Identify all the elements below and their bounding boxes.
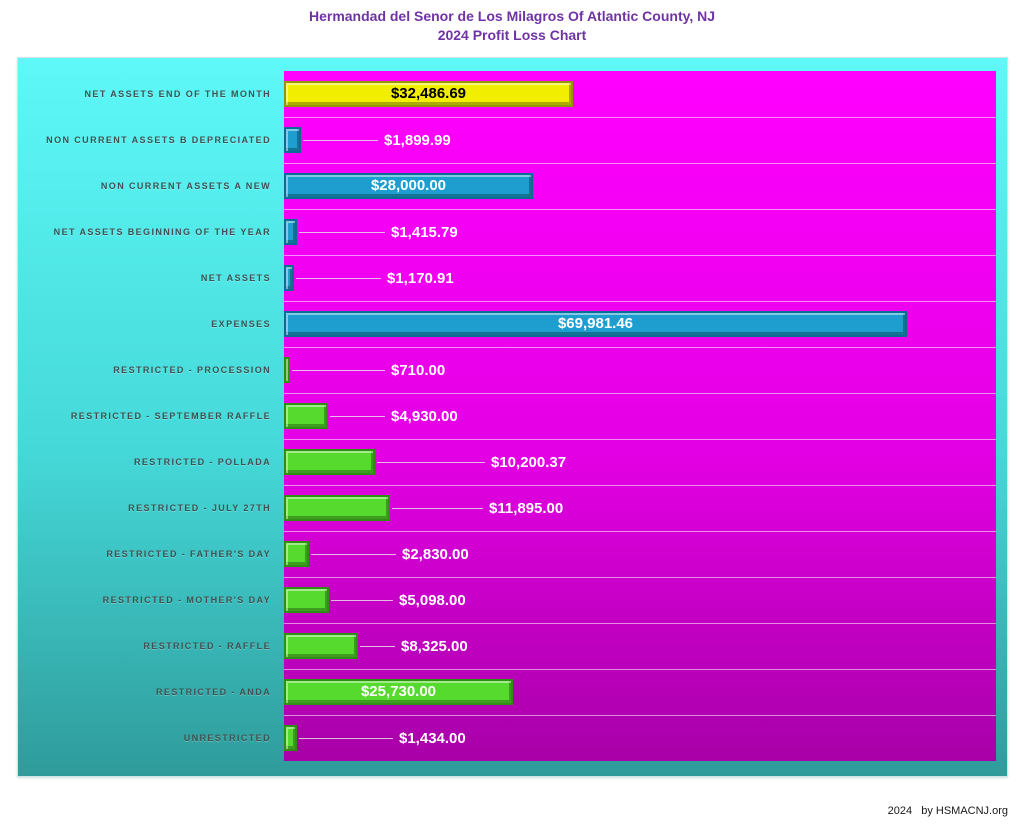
value-label: $1,170.91 [387,269,454,287]
callout-leader-line [331,600,393,601]
category-label: RESTRICTED - SEPTEMBER RAFFLE [70,411,271,421]
callout-leader-line [377,462,485,463]
category-label: NON CURRENT ASSETS A NEW [100,181,271,191]
value-label: $4,930.00 [391,407,458,425]
value-label: $10,200.37 [491,453,567,471]
callout-leader-line [299,232,385,233]
chart-area: NET ASSETS END OF THE MONTH NON CURRENT A… [17,57,1008,777]
category-label: RESTRICTED - FATHER'S DAY [106,549,271,559]
page-title: Hermandad del Senor de Los Milagros Of A… [0,7,1024,45]
category-label: RESTRICTED - ANDA [156,687,271,697]
bar-yellow [284,81,573,107]
callout-leader-line [299,738,393,739]
bar-green [284,725,297,751]
value-label: $5,098.00 [399,591,466,609]
plot-area: $32,486.69 $1,899.99 $28,000.00 $1,415.79 $1… [284,71,996,761]
value-label: $2,830.00 [402,545,469,563]
bar-green [284,679,513,705]
value-label: $69,981.46 [557,315,634,332]
category-label: NON CURRENT ASSETS B DEPRECIATED [46,135,271,145]
category-label: RESTRICTED - POLLADA [134,457,271,467]
callout-leader-line [296,278,381,279]
row-separator-line [284,301,996,302]
row-separator-line [284,623,996,624]
bar-blue [284,173,533,199]
value-label: $25,730.00 [360,683,437,700]
callout-leader-line [303,140,378,141]
bar-green [284,495,390,521]
row-separator-line [284,209,996,210]
category-label: NET ASSETS BEGINNING OF THE YEAR [53,227,271,237]
category-label: RESTRICTED - JULY 27TH [128,503,271,513]
row-separator-line [284,715,996,716]
bar-green [284,541,309,567]
callout-leader-line [311,554,396,555]
chart-title-line1: Hermandad del Senor de Los Milagros Of A… [308,8,716,24]
footer-credit: 2024 by HSMACNJ.org [882,805,1008,817]
value-label: $32,486.69 [390,85,467,102]
bar-blue [284,127,301,153]
category-label: RESTRICTED - MOTHER'S DAY [102,595,271,605]
value-label: $710.00 [391,361,446,379]
value-label: $11,895.00 [489,499,564,517]
bar-green [284,403,328,429]
category-label: UNRESTRICTED [183,733,271,743]
callout-leader-line [292,370,385,371]
bar-blue [284,311,907,337]
footer-source: by HSMACNJ.org [921,805,1008,817]
footer-year: 2024 [887,805,913,817]
value-label: $28,000.00 [370,177,447,194]
category-label: NET ASSETS [200,273,271,283]
category-label: EXPENSES [211,319,271,329]
bar-green [284,357,290,383]
row-separator-line [284,347,996,348]
value-label: $1,899.99 [384,131,451,149]
row-separator-line [284,117,996,118]
bar-blue [284,265,294,291]
row-separator-line [284,485,996,486]
callout-leader-line [392,508,483,509]
row-separator-line [284,577,996,578]
row-separator-line [284,531,996,532]
row-separator-line [284,393,996,394]
value-label: $1,415.79 [391,223,458,241]
bar-blue [284,219,297,245]
value-label: $1,434.00 [399,729,466,747]
chart-title-line2: 2024 Profit Loss Chart [437,27,587,43]
category-label: RESTRICTED - RAFFLE [143,641,271,651]
bar-green [284,633,358,659]
category-label: RESTRICTED - PROCESSION [113,365,271,375]
row-separator-line [284,163,996,164]
bar-green [284,449,375,475]
category-label: NET ASSETS END OF THE MONTH [84,89,271,99]
row-separator-line [284,439,996,440]
bar-green [284,587,329,613]
value-label: $8,325.00 [401,637,468,655]
row-separator-line [284,255,996,256]
callout-leader-line [330,416,385,417]
row-separator-line [284,669,996,670]
callout-leader-line [360,646,395,647]
